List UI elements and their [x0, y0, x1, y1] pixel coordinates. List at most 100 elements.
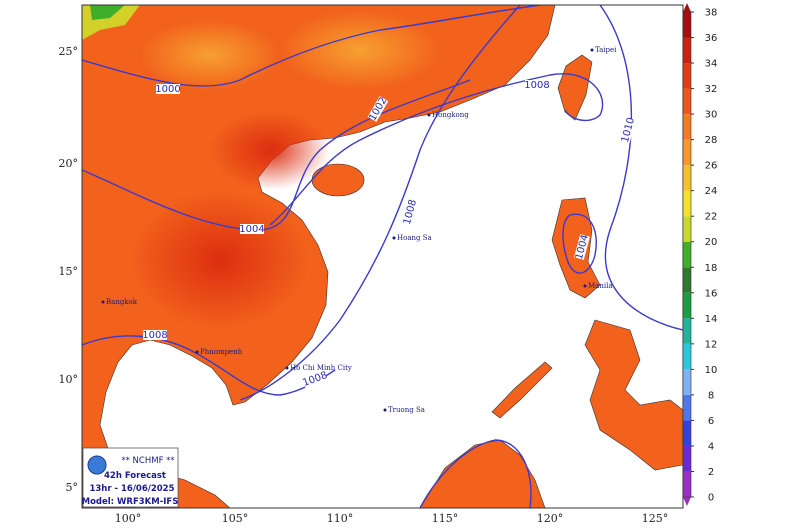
- isobar-label-bg: [525, 80, 549, 90]
- colorbar-label: 8: [708, 390, 714, 401]
- colorbar-label: 10: [705, 365, 718, 376]
- lon-label: 125°: [642, 512, 669, 525]
- cool-patch: [90, 5, 125, 20]
- lon-label: 120°: [537, 512, 564, 525]
- colorbar-swatch: [683, 420, 691, 446]
- colorbar-label: 4: [708, 441, 714, 452]
- colorbar-label: 26: [705, 161, 718, 172]
- colorbar-label: 34: [705, 59, 718, 70]
- isobar-label-bg: [402, 199, 418, 225]
- logo: [87, 455, 107, 475]
- colorbar-swatch: [683, 88, 691, 115]
- isobar-label-bg: [302, 370, 328, 388]
- forecast-label: 42h Forecast: [104, 471, 166, 481]
- land: [82, 5, 683, 508]
- colorbar-label: 38: [705, 8, 718, 19]
- place-dot: [392, 236, 396, 240]
- lat-label: 15°: [59, 265, 79, 278]
- org-label: ** NCHMF **: [121, 456, 174, 466]
- mainland: [82, 5, 556, 508]
- colorbar-swatch: [683, 12, 691, 38]
- colorbar-arrow: [683, 497, 691, 506]
- colorbar-label: 6: [708, 416, 714, 427]
- place-label: Truong Sa: [388, 406, 425, 414]
- isobar-label-bg: [574, 234, 590, 260]
- place-dot: [383, 408, 387, 412]
- isobars: [82, 5, 683, 508]
- isobar-label-bg: [367, 96, 389, 122]
- warm-patch: [280, 10, 440, 90]
- colorbar-label: 2: [708, 467, 714, 478]
- palawan: [491, 361, 553, 419]
- isobar-label: 1000: [155, 84, 180, 95]
- place-dot: [590, 48, 594, 52]
- heat-patch: [210, 110, 330, 190]
- colorbar-label: 12: [705, 339, 718, 350]
- heat-patch: [130, 190, 310, 330]
- lat-label: 25°: [59, 45, 79, 58]
- model-label: Model: WRF3KM-IFS: [82, 497, 179, 507]
- place-dot: [285, 366, 289, 370]
- lon-label: 105°: [222, 512, 249, 525]
- warm-patch: [140, 20, 280, 90]
- place-label: Taipei: [595, 46, 617, 54]
- colorbar-label: 0: [708, 493, 714, 504]
- colorbar-label: 32: [705, 84, 718, 95]
- colorbar-swatch: [683, 114, 691, 140]
- colorbar-label: 22: [705, 212, 718, 223]
- colorbar-label: 24: [705, 186, 718, 197]
- lat-label: 10°: [59, 373, 79, 386]
- colorbar-swatch: [683, 343, 691, 370]
- colorbar-swatch: [683, 139, 691, 166]
- isobar-label: 1008: [524, 80, 549, 91]
- place-label: Ho Chi Minh City: [290, 364, 352, 372]
- colorbar-swatch: [683, 190, 691, 217]
- lat-label: 20°: [59, 157, 79, 170]
- colorbar-swatch: [683, 369, 691, 395]
- place-label: Manila: [588, 282, 613, 290]
- colorbar-label: 28: [705, 135, 718, 146]
- isobar-label-bg: [620, 117, 636, 143]
- colorbar-label: 30: [705, 110, 718, 121]
- colorbar-swatch: [683, 445, 691, 472]
- colorbar-swatch: [683, 292, 691, 319]
- colorbar-swatch: [683, 165, 691, 191]
- colorbar-swatch: [683, 267, 691, 293]
- isobar-label: 1008: [142, 330, 167, 341]
- place-dot: [195, 350, 199, 354]
- place-dot: [583, 284, 587, 288]
- colorbar-swatch: [683, 318, 691, 344]
- lat-label: 5°: [66, 481, 79, 494]
- visayas-mindanao: [584, 319, 683, 471]
- colorbar-label: 18: [705, 263, 718, 274]
- colorbar-swatch: [683, 394, 691, 421]
- place-dot: [427, 113, 431, 117]
- colorbar-swatch: [683, 471, 691, 497]
- borneo: [419, 439, 546, 508]
- colorbar-label: 14: [705, 314, 718, 325]
- lon-label: 110°: [327, 512, 354, 525]
- isobar-label-bg: [240, 224, 264, 234]
- colorbar-swatch: [683, 241, 691, 268]
- isobar-label-bg: [156, 84, 180, 94]
- colorbar-frame: [682, 11, 692, 498]
- info-box: ** NCHMF ** 42h Forecast 13hr - 16/06/20…: [82, 447, 179, 508]
- place-label: Phnompenh: [200, 348, 243, 356]
- isobar-label: 1004: [239, 224, 264, 235]
- colorbar-arrow: [683, 3, 691, 12]
- colorbar-swatch: [683, 63, 691, 89]
- lon-label: 100°: [115, 512, 142, 525]
- place-label: Hoang Sa: [397, 234, 432, 242]
- place-label: Bangkok: [106, 298, 138, 306]
- colorbar-label: 20: [705, 237, 718, 248]
- place-label: Hongkong: [432, 111, 469, 119]
- place-dot: [101, 300, 105, 304]
- colorbar-label: 16: [705, 288, 718, 299]
- colorbar-swatch: [683, 37, 691, 64]
- lon-label: 115°: [432, 512, 459, 525]
- colorbar-swatch: [683, 216, 691, 242]
- isobar-label-bg: [143, 330, 167, 340]
- time-label: 13hr - 16/06/2025: [89, 484, 174, 494]
